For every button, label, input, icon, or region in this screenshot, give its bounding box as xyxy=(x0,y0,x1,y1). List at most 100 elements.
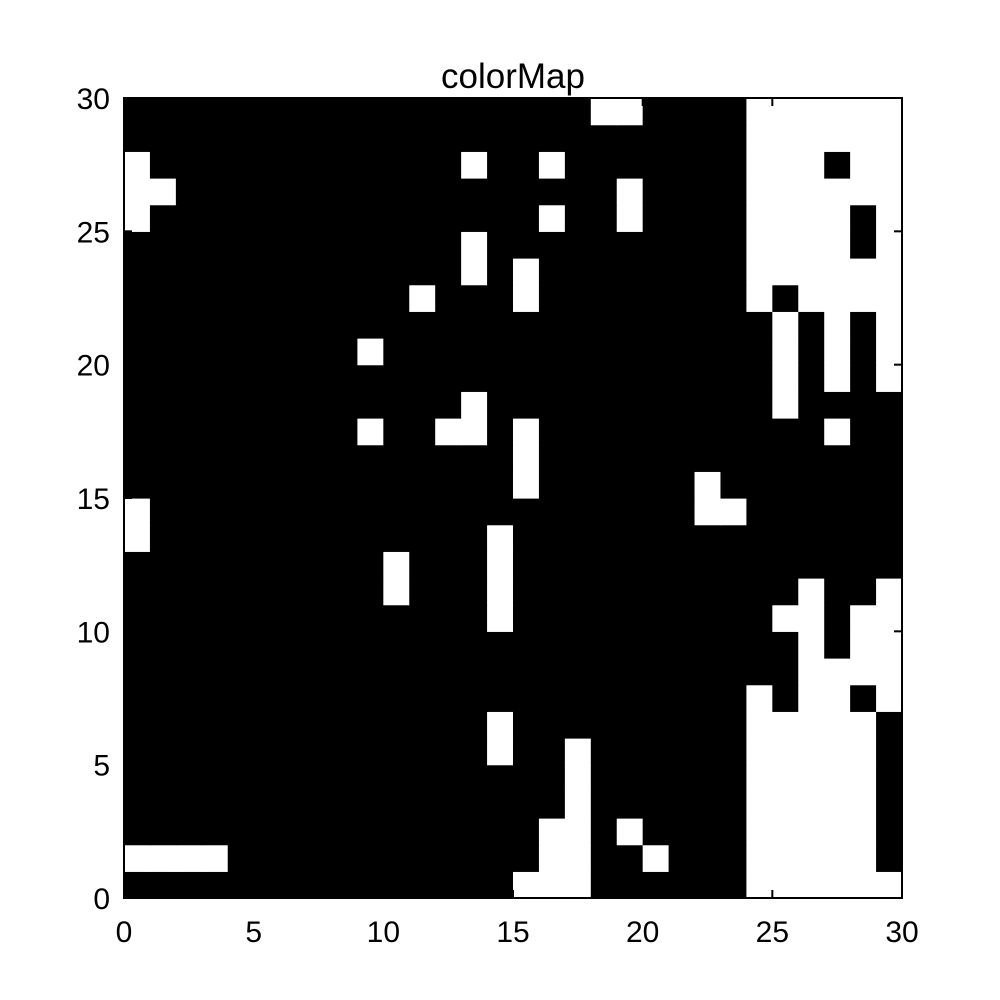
heatmap-cell xyxy=(720,258,747,285)
heatmap-cell xyxy=(565,498,592,525)
heatmap-cell xyxy=(435,205,462,232)
heatmap-cell xyxy=(254,205,281,232)
heatmap-cell xyxy=(824,631,851,658)
heatmap-cell xyxy=(643,445,670,472)
heatmap-cell xyxy=(254,98,281,125)
heatmap-cell xyxy=(876,311,903,338)
heatmap-cell xyxy=(280,765,307,792)
heatmap-cell xyxy=(409,258,436,285)
heatmap-cell xyxy=(280,498,307,525)
heatmap-cell xyxy=(695,871,722,898)
heatmap-cell xyxy=(331,445,358,472)
heatmap-cell xyxy=(487,445,514,472)
heatmap-cell xyxy=(798,231,825,258)
heatmap-cell xyxy=(435,631,462,658)
heatmap-cell xyxy=(513,525,540,552)
heatmap-cell xyxy=(331,125,358,152)
heatmap-cell xyxy=(435,818,462,845)
heatmap-cell xyxy=(798,258,825,285)
heatmap-cell xyxy=(513,791,540,818)
heatmap-cell xyxy=(591,445,618,472)
heatmap-cell xyxy=(591,258,618,285)
heatmap-cell xyxy=(280,125,307,152)
heatmap-cell xyxy=(357,205,384,232)
heatmap-cell xyxy=(280,98,307,125)
heatmap-cell xyxy=(280,391,307,418)
heatmap-cell xyxy=(228,551,255,578)
heatmap-cell xyxy=(202,551,229,578)
heatmap-cell xyxy=(798,338,825,365)
heatmap-cell xyxy=(798,765,825,792)
heatmap-cell xyxy=(331,365,358,392)
heatmap-cell xyxy=(772,685,799,712)
heatmap-cell xyxy=(409,151,436,178)
heatmap-cell xyxy=(643,125,670,152)
heatmap-cell xyxy=(669,605,696,632)
heatmap-cell xyxy=(331,845,358,872)
heatmap-cell xyxy=(331,151,358,178)
heatmap-cell xyxy=(643,498,670,525)
heatmap-cell xyxy=(357,498,384,525)
heatmap-cell xyxy=(565,525,592,552)
heatmap-cell xyxy=(565,871,592,898)
heatmap-cell xyxy=(850,445,877,472)
heatmap-cell xyxy=(513,711,540,738)
heatmap-cell xyxy=(331,605,358,632)
heatmap-cell xyxy=(487,631,514,658)
heatmap-cell xyxy=(124,498,151,525)
heatmap-cell xyxy=(124,578,151,605)
heatmap-cell xyxy=(357,178,384,205)
heatmap-cell xyxy=(280,311,307,338)
heatmap-cell xyxy=(124,258,151,285)
heatmap-cell xyxy=(824,605,851,632)
heatmap-cell xyxy=(228,578,255,605)
heatmap-cell xyxy=(150,365,177,392)
heatmap-cell xyxy=(798,525,825,552)
heatmap-cell xyxy=(150,471,177,498)
heatmap-cell xyxy=(876,765,903,792)
heatmap-cell xyxy=(176,391,203,418)
heatmap-cell xyxy=(228,365,255,392)
heatmap-cell xyxy=(176,365,203,392)
heatmap-cell xyxy=(539,498,566,525)
heatmap-cell xyxy=(124,98,151,125)
heatmap-cell xyxy=(513,418,540,445)
heatmap-cell xyxy=(461,258,488,285)
heatmap-cell xyxy=(850,498,877,525)
heatmap-cell xyxy=(409,98,436,125)
heatmap-cell xyxy=(669,258,696,285)
heatmap-cell xyxy=(331,711,358,738)
heatmap-cell xyxy=(539,605,566,632)
heatmap-cell xyxy=(228,605,255,632)
y-tick-label: 10 xyxy=(77,616,110,649)
heatmap-cell xyxy=(643,765,670,792)
heatmap-cell xyxy=(643,551,670,578)
heatmap-cell xyxy=(228,658,255,685)
heatmap-cell xyxy=(409,205,436,232)
heatmap-cell xyxy=(565,738,592,765)
heatmap-cell xyxy=(150,445,177,472)
heatmap-cell xyxy=(228,738,255,765)
heatmap-cell xyxy=(461,151,488,178)
heatmap-cell xyxy=(409,338,436,365)
heatmap-cell xyxy=(306,178,333,205)
y-tick-label: 5 xyxy=(93,750,110,783)
heatmap-cell xyxy=(306,311,333,338)
heatmap-cell xyxy=(824,285,851,312)
heatmap-cell xyxy=(720,685,747,712)
heatmap-cell xyxy=(409,525,436,552)
heatmap-cell xyxy=(513,365,540,392)
heatmap-cell xyxy=(643,818,670,845)
heatmap-cell xyxy=(720,205,747,232)
y-tick-label: 15 xyxy=(77,483,110,516)
heatmap-cell xyxy=(720,311,747,338)
heatmap-cell xyxy=(591,98,618,125)
heatmap-cell xyxy=(331,791,358,818)
heatmap-cell xyxy=(254,471,281,498)
heatmap-cell xyxy=(435,738,462,765)
heatmap-cell xyxy=(254,685,281,712)
heatmap-cell xyxy=(306,738,333,765)
heatmap-cell xyxy=(487,205,514,232)
heatmap-cell xyxy=(487,98,514,125)
heatmap-cell xyxy=(876,258,903,285)
